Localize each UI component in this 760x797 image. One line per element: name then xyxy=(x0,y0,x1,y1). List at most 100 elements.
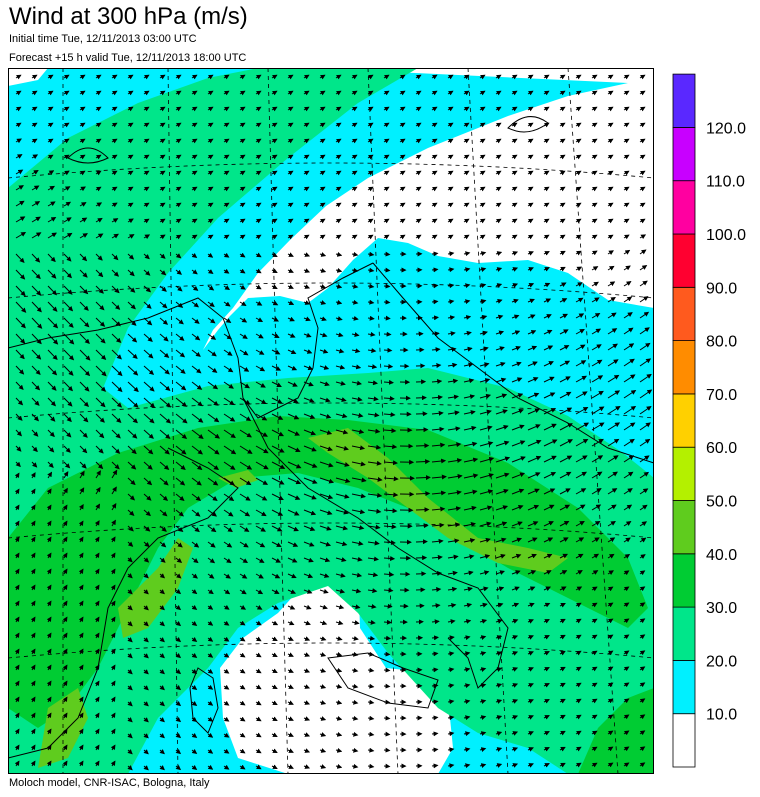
wind-arrow xyxy=(367,348,377,353)
legend-color-box xyxy=(672,340,696,395)
wind-arrow xyxy=(511,90,518,96)
wind-arrow xyxy=(415,202,422,208)
wind-arrow xyxy=(527,138,534,144)
wind-arrow xyxy=(47,253,56,263)
wind-arrow xyxy=(591,202,598,208)
wind-arrow xyxy=(191,106,198,112)
wind-arrow xyxy=(495,330,505,336)
wind-arrow xyxy=(255,122,262,128)
wind-arrow xyxy=(63,170,70,176)
wind-arrow xyxy=(383,186,390,192)
wind-arrow xyxy=(175,74,182,80)
wind-arrow xyxy=(447,315,456,321)
wind-arrow xyxy=(463,267,471,273)
wind-arrow xyxy=(431,763,439,769)
wind-arrow xyxy=(127,285,136,293)
wind-arrow xyxy=(527,234,534,240)
wind-arrow xyxy=(527,90,534,96)
wind-arrow xyxy=(223,333,233,340)
wind-arrow xyxy=(255,106,262,112)
wind-arrow xyxy=(79,106,86,112)
wind-arrow xyxy=(191,90,198,96)
wind-arrow xyxy=(207,252,214,258)
wind-arrow xyxy=(143,90,150,96)
wind-arrow xyxy=(447,283,455,289)
wind-arrow xyxy=(415,491,431,497)
wind-arrow xyxy=(495,138,502,144)
wind-arrow xyxy=(255,365,266,372)
legend-color-box xyxy=(672,127,696,182)
wind-arrow xyxy=(319,154,326,160)
wind-arrow xyxy=(383,202,390,208)
wind-arrow xyxy=(303,332,312,338)
wind-arrow xyxy=(383,138,390,144)
wind-arrow xyxy=(63,201,72,207)
wind-arrow xyxy=(479,330,488,336)
wind-arrow xyxy=(479,267,487,272)
wind-arrow xyxy=(223,234,230,240)
wind-arrow xyxy=(431,347,441,353)
wind-arrow xyxy=(559,170,566,176)
wind-arrow xyxy=(463,251,471,257)
wind-arrow xyxy=(319,252,327,257)
wind-arrow xyxy=(319,74,326,80)
wind-arrow xyxy=(63,106,70,112)
wind-arrow xyxy=(127,317,137,326)
wind-arrow xyxy=(79,122,86,128)
legend-label: 70.0 xyxy=(706,387,737,404)
wind-arrow xyxy=(111,365,123,377)
wind-arrow xyxy=(15,216,26,223)
wind-arrow xyxy=(255,74,262,80)
wind-arrow xyxy=(31,269,41,280)
wind-arrow xyxy=(367,251,375,257)
wind-arrow xyxy=(207,269,214,274)
wind-arrow xyxy=(543,90,550,96)
wind-arrow xyxy=(319,348,329,354)
wind-arrow xyxy=(607,122,614,128)
wind-arrow xyxy=(639,234,647,240)
wind-arrow xyxy=(623,327,634,335)
wind-arrow xyxy=(511,74,518,80)
wind-arrow xyxy=(431,699,439,705)
wind-arrow xyxy=(623,265,631,271)
wind-arrow xyxy=(255,252,262,258)
wind-arrow xyxy=(559,74,566,80)
wind-arrow xyxy=(303,106,310,112)
wind-arrow xyxy=(271,186,278,192)
wind-arrow xyxy=(559,360,571,367)
wind-arrow xyxy=(127,122,134,128)
wind-arrow xyxy=(575,90,582,96)
wind-arrow xyxy=(271,234,278,240)
forecast-valid-time: Forecast +15 h valid Tue, 12/11/2013 18:… xyxy=(9,52,247,64)
wind-arrow xyxy=(127,349,138,359)
wind-arrow xyxy=(431,635,439,641)
wind-arrow xyxy=(207,349,217,357)
wind-arrow xyxy=(591,297,600,303)
wind-arrow xyxy=(271,122,278,128)
wind-arrow xyxy=(559,345,570,351)
wind-arrow xyxy=(191,186,198,192)
wind-arrow xyxy=(95,154,102,160)
wind-arrow xyxy=(575,202,582,208)
wind-arrow xyxy=(399,202,406,208)
wind-arrow xyxy=(159,285,167,292)
wind-arrow xyxy=(159,317,169,325)
wind-arrow xyxy=(559,154,566,160)
wind-arrow xyxy=(255,154,262,160)
wind-arrow xyxy=(15,231,27,239)
legend-label: 100.0 xyxy=(706,227,746,244)
wind-arrow xyxy=(127,74,134,80)
wind-arrow xyxy=(447,106,454,112)
wind-arrow xyxy=(287,202,294,208)
wind-arrow xyxy=(431,683,439,689)
wind-arrow xyxy=(207,285,215,291)
band-20-30-north xyxy=(8,68,338,308)
wind-arrow xyxy=(31,90,38,96)
wind-arrow xyxy=(415,186,422,192)
wind-arrow xyxy=(111,170,118,176)
wind-arrow xyxy=(95,285,104,294)
wind-arrow xyxy=(95,106,102,112)
wind-arrow xyxy=(351,364,362,370)
wind-arrow xyxy=(159,349,170,358)
wind-arrow xyxy=(623,170,630,176)
